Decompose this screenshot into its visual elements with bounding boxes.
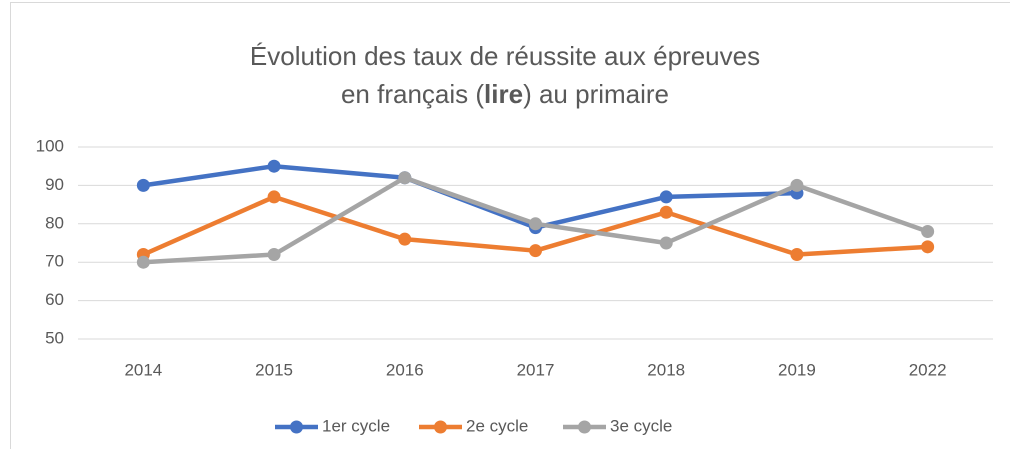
data-point xyxy=(267,248,281,262)
y-tick-label: 100 xyxy=(36,136,64,155)
data-point xyxy=(790,248,804,262)
data-point xyxy=(790,178,804,192)
legend-label: 1er cycle xyxy=(322,416,390,435)
x-tick-label: 2016 xyxy=(386,360,424,379)
data-point xyxy=(921,240,935,254)
title-part: ) au primaire xyxy=(523,79,669,109)
data-point xyxy=(136,255,150,269)
legend-marker xyxy=(290,420,303,434)
x-tick-label: 2019 xyxy=(778,360,816,379)
x-tick-label: 2022 xyxy=(909,360,947,379)
data-point xyxy=(921,224,935,238)
x-tick-label: 2017 xyxy=(517,360,555,379)
title-part: lire xyxy=(484,79,523,109)
y-tick-label: 70 xyxy=(45,252,64,271)
legend-label: 3e cycle xyxy=(610,416,672,435)
y-tick-label: 90 xyxy=(45,175,64,194)
chart-title: Évolution des taux de réussite aux épreu… xyxy=(250,41,760,71)
data-point xyxy=(659,190,673,204)
data-point xyxy=(267,159,281,173)
chart-title: en français (lire) au primaire xyxy=(341,79,669,109)
data-point xyxy=(529,244,542,258)
y-tick-label: 50 xyxy=(45,328,64,347)
legend-label: 2e cycle xyxy=(466,416,528,435)
data-point xyxy=(659,205,673,219)
title-part: en français ( xyxy=(341,79,484,109)
data-point xyxy=(267,190,281,204)
y-tick-label: 80 xyxy=(45,213,64,232)
data-point xyxy=(529,217,542,231)
data-point xyxy=(136,178,150,192)
data-point xyxy=(398,232,412,246)
y-tick-label: 60 xyxy=(45,290,64,309)
x-tick-label: 2014 xyxy=(124,360,162,379)
legend-marker xyxy=(434,420,447,434)
data-point xyxy=(659,236,673,250)
x-tick-label: 2018 xyxy=(647,360,685,379)
legend-marker xyxy=(578,420,591,434)
x-tick-label: 2015 xyxy=(255,360,293,379)
chart-border xyxy=(10,2,1010,449)
data-point xyxy=(398,171,412,185)
